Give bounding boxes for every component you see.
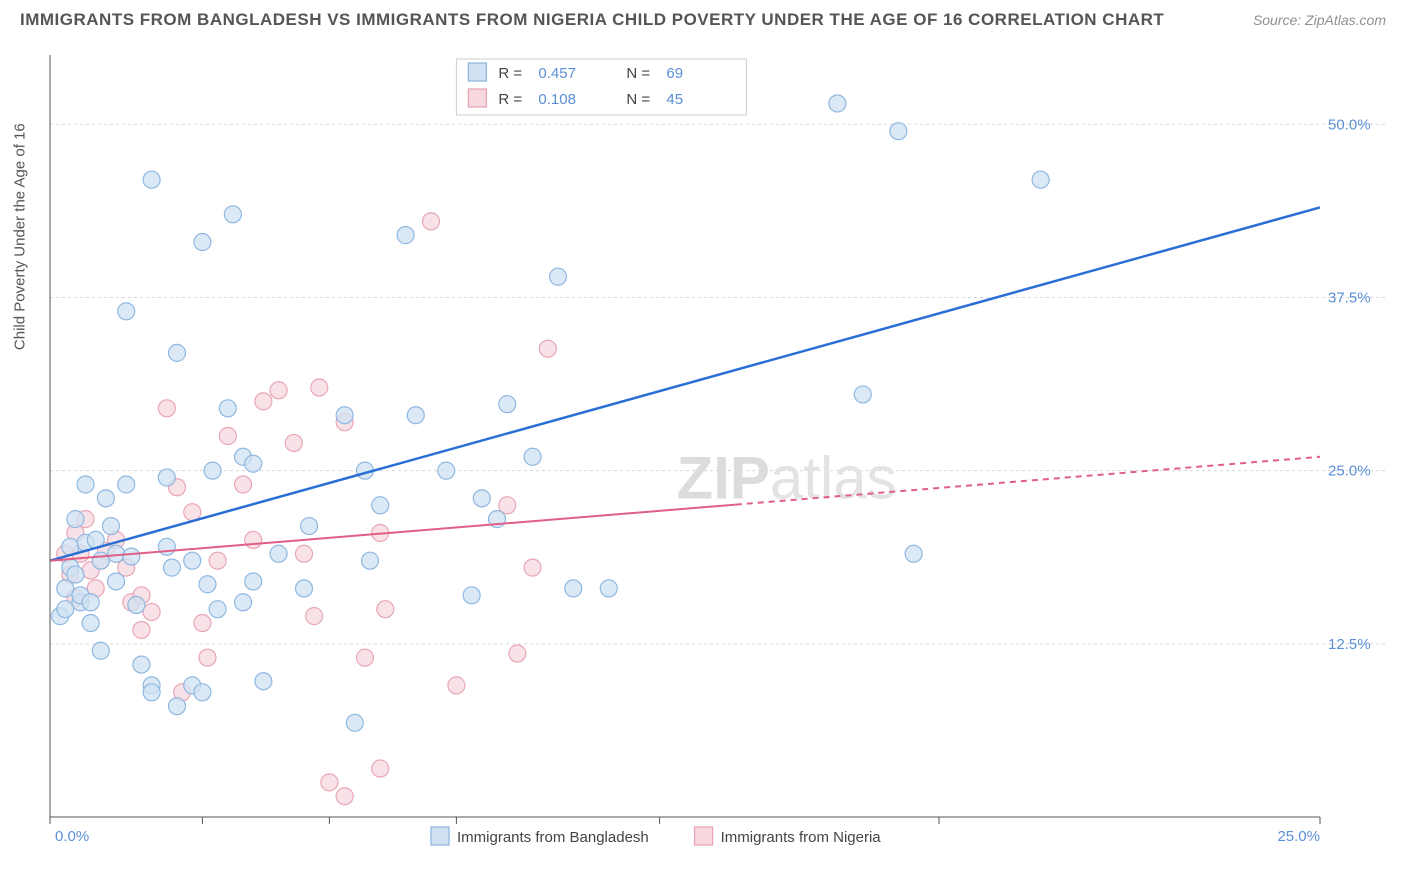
svg-text:Immigrants from Bangladesh: Immigrants from Bangladesh	[457, 829, 649, 846]
svg-text:R =: R =	[498, 65, 522, 82]
svg-text:37.5%: 37.5%	[1328, 289, 1371, 306]
svg-text:25.0%: 25.0%	[1328, 463, 1371, 480]
svg-text:12.5%: 12.5%	[1328, 636, 1371, 653]
correlation-scatter-chart: 12.5% 25.0% 37.5% 50.0% ZIPatlas 0.0% 25.0% R =…	[40, 45, 1390, 865]
svg-text:N =: N =	[626, 91, 650, 108]
svg-text:N =: N =	[626, 65, 650, 82]
source-value: ZipAtlas.com	[1305, 12, 1386, 28]
svg-text:0.108: 0.108	[538, 91, 576, 108]
svg-text:Immigrants from Nigeria: Immigrants from Nigeria	[721, 829, 882, 846]
chart-title: IMMIGRANTS FROM BANGLADESH VS IMMIGRANTS…	[20, 10, 1164, 30]
source-label: Source:	[1253, 12, 1301, 28]
svg-text:0.457: 0.457	[538, 65, 576, 82]
svg-text:50.0%: 50.0%	[1328, 116, 1371, 133]
svg-text:25.0%: 25.0%	[1277, 828, 1320, 845]
svg-text:0.0%: 0.0%	[55, 828, 89, 845]
y-axis-label: Child Poverty Under the Age of 16	[12, 123, 29, 350]
svg-text:45: 45	[666, 91, 683, 108]
source-attribution: Source: ZipAtlas.com	[1253, 12, 1386, 28]
svg-text:69: 69	[666, 65, 683, 82]
svg-text:ZIPatlas: ZIPatlas	[677, 444, 897, 511]
svg-text:R =: R =	[498, 91, 522, 108]
